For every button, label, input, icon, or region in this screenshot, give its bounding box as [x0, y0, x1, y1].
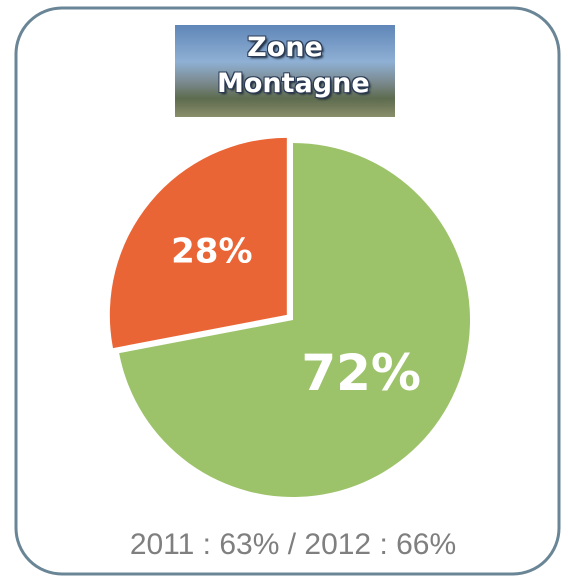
data-label: 72% [301, 344, 421, 402]
annotation: 2011 : 63% / 2012 : 66% [130, 528, 456, 561]
title-banner [175, 25, 395, 117]
pie-slice [119, 143, 470, 498]
data-label: 28% [171, 231, 252, 271]
pie-slice [109, 137, 287, 349]
chart-title: Zone Montagne [217, 32, 370, 99]
